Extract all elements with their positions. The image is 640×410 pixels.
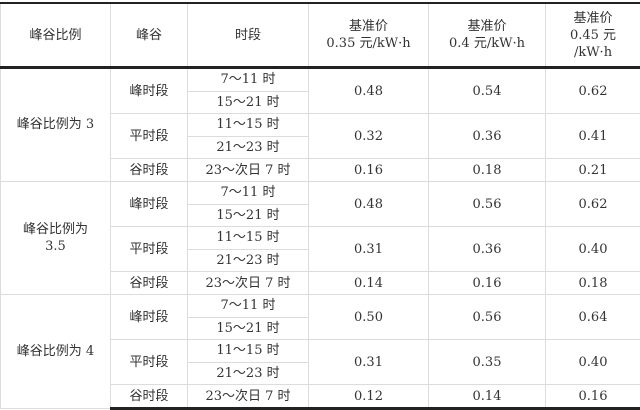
price-cell: 0.62 [546, 68, 640, 114]
price-cell: 0.56 [429, 181, 546, 226]
price-cell: 0.50 [309, 294, 429, 339]
period-cell: 15～21 时 [188, 317, 309, 340]
period-cell: 15～21 时 [188, 91, 309, 114]
price-cell: 0.31 [309, 340, 429, 385]
segment-name: 谷时段 [111, 272, 188, 295]
price-cell: 0.12 [309, 385, 429, 409]
price-cell: 0.36 [429, 227, 546, 272]
period-cell: 11～15 时 [188, 114, 309, 137]
price-cell: 0.36 [429, 114, 546, 159]
price-cell: 0.14 [309, 272, 429, 295]
price-cell: 0.14 [429, 385, 546, 409]
price-cell: 0.32 [309, 114, 429, 159]
price-cell: 0.31 [309, 227, 429, 272]
period-cell: 7～11 时 [188, 294, 309, 317]
price-cell: 0.62 [546, 181, 640, 226]
price-cell: 0.48 [309, 181, 429, 226]
period-cell: 7～11 时 [188, 68, 309, 92]
price-cell: 0.16 [546, 385, 640, 409]
segment-name: 平时段 [111, 227, 188, 272]
price-cell: 0.56 [429, 294, 546, 339]
price-cell: 0.40 [546, 340, 640, 385]
price-cell: 0.18 [546, 272, 640, 295]
period-cell: 11～15 时 [188, 227, 309, 250]
price-cell: 0.18 [429, 159, 546, 182]
price-cell: 0.41 [546, 114, 640, 159]
segment-name: 峰时段 [111, 68, 188, 114]
period-cell: 23～次日 7 时 [188, 385, 309, 409]
price-cell: 0.21 [546, 159, 640, 182]
header-period: 时段 [188, 3, 309, 68]
period-cell: 21～23 时 [188, 136, 309, 159]
segment-name: 谷时段 [111, 159, 188, 182]
header-peak-valley: 峰谷 [111, 3, 188, 68]
segment-name: 谷时段 [111, 385, 188, 409]
segment-name: 平时段 [111, 114, 188, 159]
segment-name: 峰时段 [111, 181, 188, 226]
period-cell: 21～23 时 [188, 362, 309, 385]
price-cell: 0.40 [546, 227, 640, 272]
header-ratio: 峰谷比例 [1, 3, 111, 68]
price-cell: 0.48 [309, 68, 429, 114]
period-cell: 21～23 时 [188, 249, 309, 272]
period-cell: 7～11 时 [188, 181, 309, 204]
ratio-label: 峰谷比例为 4 [1, 294, 111, 408]
segment-name: 峰时段 [111, 294, 188, 339]
price-cell: 0.16 [429, 272, 546, 295]
ratio-label: 峰谷比例为 3 [1, 68, 111, 182]
segment-name: 平时段 [111, 340, 188, 385]
period-cell: 23～次日 7 时 [188, 272, 309, 295]
price-cell: 0.54 [429, 68, 546, 114]
price-cell: 0.64 [546, 294, 640, 339]
period-cell: 15～21 时 [188, 204, 309, 227]
price-cell: 0.16 [309, 159, 429, 182]
period-cell: 23～次日 7 时 [188, 159, 309, 182]
price-cell: 0.35 [429, 340, 546, 385]
period-cell: 11～15 时 [188, 340, 309, 363]
